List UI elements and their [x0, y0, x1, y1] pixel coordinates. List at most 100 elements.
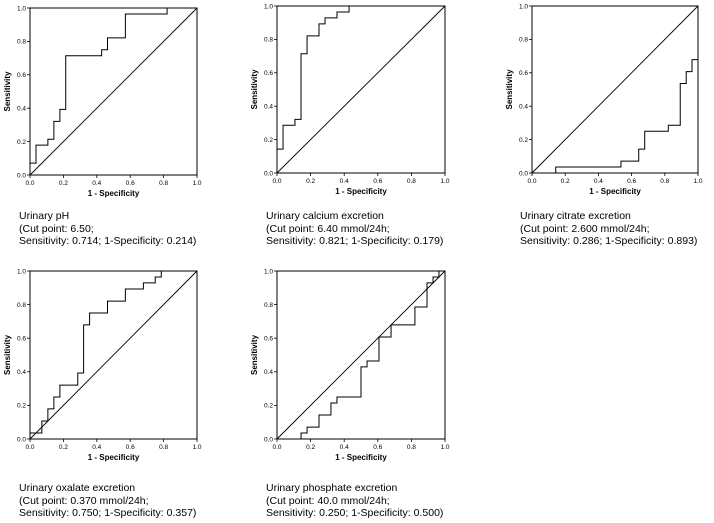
caption-cut-point: (Cut point: 6.40 mmol/24h;	[266, 222, 390, 235]
y-tick-label: 0.6	[17, 72, 26, 79]
roc-panel-urinary-oxalate: 0.0 0.0 0.2 0.2 0.4 0.4 0.6 0.6 0.8 0.8 1.0 1.0 1 - …	[0, 263, 230, 523]
x-tick-label: 0.2	[561, 178, 570, 185]
chart-caption: Urinary pH (Cut point: 6.50; Sensitivity…	[19, 210, 196, 248]
y-tick-label: 0.0	[264, 170, 273, 177]
roc-chart: 0.00.0 0.2 0.2 0.4 0.4 0.6 0.6 0.8 0.8 1.0 1.0 1 - …	[250, 268, 450, 462]
caption-cut-point: (Cut point: 40.0 mmol/24h;	[266, 494, 390, 507]
x-axis-label: 1 - Specificity	[335, 187, 387, 196]
caption-stats: Sensitivity: 0.250; 1-Specificity: 0.500…	[266, 507, 444, 519]
x-tick-label: 0.6	[126, 444, 135, 451]
x-tick-label: 0.0	[25, 180, 34, 187]
x-tick-label: 0.6	[373, 444, 382, 451]
y-tick-label: 0.4	[519, 104, 528, 111]
roc-chart: 0.00.0 0.2 0.2 0.4 0.4 0.6 0.6 0.8 0.8 1.0 1.0 1 - …	[505, 3, 703, 196]
y-tick-label: 0.0	[519, 170, 528, 177]
chart-caption: Urinary oxalate excretion (Cut point: 0.…	[19, 482, 196, 520]
reference-diagonal	[29, 270, 198, 440]
x-tick-label: 0.2	[59, 444, 68, 451]
caption-title: Urinary calcium excretion	[266, 210, 384, 222]
x-tick-label: 0.8	[407, 178, 416, 185]
plot-frame	[29, 270, 198, 440]
y-tick-label: 0.2	[519, 137, 528, 144]
y-axis-label: Sensitivity	[3, 334, 12, 375]
x-tick-label: 0.8	[159, 444, 168, 451]
roc-curve	[276, 5, 445, 173]
y-tick-label: 0.8	[264, 37, 273, 44]
y-tick-label: 0.4	[264, 369, 273, 376]
roc-curve	[532, 6, 699, 174]
roc-panel-urinary-citrate: 0.0 0.0 0.2 0.2 0.4 0.4 0.6 0.6 0.8 0.8 1.0 1.0 1 - …	[500, 0, 714, 255]
x-axis-label: 1 - Specificity	[589, 187, 641, 196]
roc-curve	[29, 7, 197, 175]
y-axis-label: Sensitivity	[3, 71, 12, 112]
x-tick-label: 0.2	[306, 444, 315, 451]
x-tick-label: 0.6	[627, 178, 636, 185]
caption-stats: Sensitivity: 0.821; 1-Specificity: 0.179…	[266, 235, 444, 247]
x-tick-label: 0.8	[159, 180, 168, 187]
roc-chart: 0.00.0 0.2 0.2 0.4 0.4 0.6 0.6 0.8 0.8 1.0 1.0 1 - …	[3, 268, 202, 462]
caption-cut-point: (Cut point: 2.600 mmol/24h;	[520, 222, 650, 235]
plot-frame	[276, 270, 446, 440]
reference-diagonal	[276, 5, 446, 174]
y-tick-label: 1.0	[519, 3, 528, 10]
x-axis-label: 1 - Specificity	[335, 453, 387, 462]
x-tick-label: 0.4	[92, 444, 101, 451]
caption-stats: Sensitivity: 0.750; 1-Specificity: 0.357…	[19, 507, 197, 519]
x-tick-label: 1.0	[440, 444, 449, 451]
x-tick-label: 0.2	[59, 180, 68, 187]
y-tick-label: 0.0	[17, 436, 26, 443]
y-tick-label: 0.2	[17, 139, 26, 146]
x-tick-label: 0.0	[272, 178, 281, 185]
x-tick-label: 0.0	[527, 178, 536, 185]
y-tick-label: 0.8	[519, 37, 528, 44]
x-tick-label: 0.2	[306, 178, 315, 185]
y-tick-label: 0.2	[264, 137, 273, 144]
roc-curve	[277, 270, 445, 440]
caption-stats: Sensitivity: 0.286; 1-Specificity: 0.893…	[520, 235, 698, 247]
y-tick-label: 0.6	[519, 70, 528, 77]
x-tick-label: 0.8	[407, 444, 416, 451]
y-tick-label: 0.0	[17, 172, 26, 179]
x-tick-label: 0.0	[272, 444, 281, 451]
y-tick-label: 0.4	[17, 369, 26, 376]
roc-panel-urinary-calcium: 0.0 0.0 0.2 0.2 0.4 0.4 0.6 0.6 0.8 0.8 1.0 1.0 1 - …	[245, 0, 475, 255]
caption-title: Urinary citrate excretion	[520, 210, 631, 222]
x-tick-label: 1.0	[440, 178, 449, 185]
x-tick-label: 1.0	[693, 178, 702, 185]
x-tick-label: 0.4	[340, 178, 349, 185]
y-tick-label: 0.8	[264, 302, 273, 309]
caption-cut-point: (Cut point: 6.50;	[19, 222, 94, 235]
y-tick-label: 1.0	[17, 5, 26, 12]
y-tick-label: 0.6	[264, 70, 273, 77]
y-tick-label: 1.0	[264, 268, 273, 275]
roc-chart: 0.00.0 0.2 0.2 0.4 0.4 0.6 0.6 0.8 0.8 1.0 1.0 1 - …	[250, 3, 450, 196]
reference-diagonal	[29, 7, 198, 176]
y-tick-label: 0.8	[17, 39, 26, 46]
reference-diagonal	[276, 270, 446, 440]
y-tick-label: 0.6	[17, 336, 26, 343]
y-axis-label: Sensitivity	[250, 69, 259, 110]
x-axis-label: 1 - Specificity	[88, 453, 140, 462]
x-tick-label: 0.4	[92, 180, 101, 187]
chart-caption: Urinary calcium excretion (Cut point: 6.…	[266, 210, 443, 248]
y-tick-label: 0.2	[264, 403, 273, 410]
y-tick-label: 1.0	[264, 3, 273, 10]
chart-caption: Urinary citrate excretion (Cut point: 2.…	[520, 210, 697, 248]
y-tick-label: 0.6	[264, 336, 273, 343]
roc-curve	[29, 270, 197, 439]
y-tick-label: 1.0	[17, 268, 26, 275]
y-axis-label: Sensitivity	[505, 69, 514, 110]
caption-title: Urinary oxalate excretion	[19, 482, 136, 494]
x-tick-label: 0.4	[594, 178, 603, 185]
x-tick-label: 0.6	[373, 178, 382, 185]
caption-title: Urinary pH	[19, 210, 70, 222]
caption-cut-point: (Cut point: 0.370 mmol/24h;	[19, 494, 149, 507]
x-tick-label: 0.6	[126, 180, 135, 187]
roc-chart: 0.00.0 0.2 0.2 0.4 0.4 0.6 0.6 0.8 0.8 1.0 1.0 1 - …	[3, 5, 202, 198]
y-tick-label: 0.4	[17, 106, 26, 113]
plot-frame	[531, 5, 699, 174]
x-axis-label: 1 - Specificity	[88, 189, 140, 198]
x-tick-label: 0.4	[340, 444, 349, 451]
y-tick-label: 0.2	[17, 403, 26, 410]
reference-diagonal	[531, 5, 699, 174]
